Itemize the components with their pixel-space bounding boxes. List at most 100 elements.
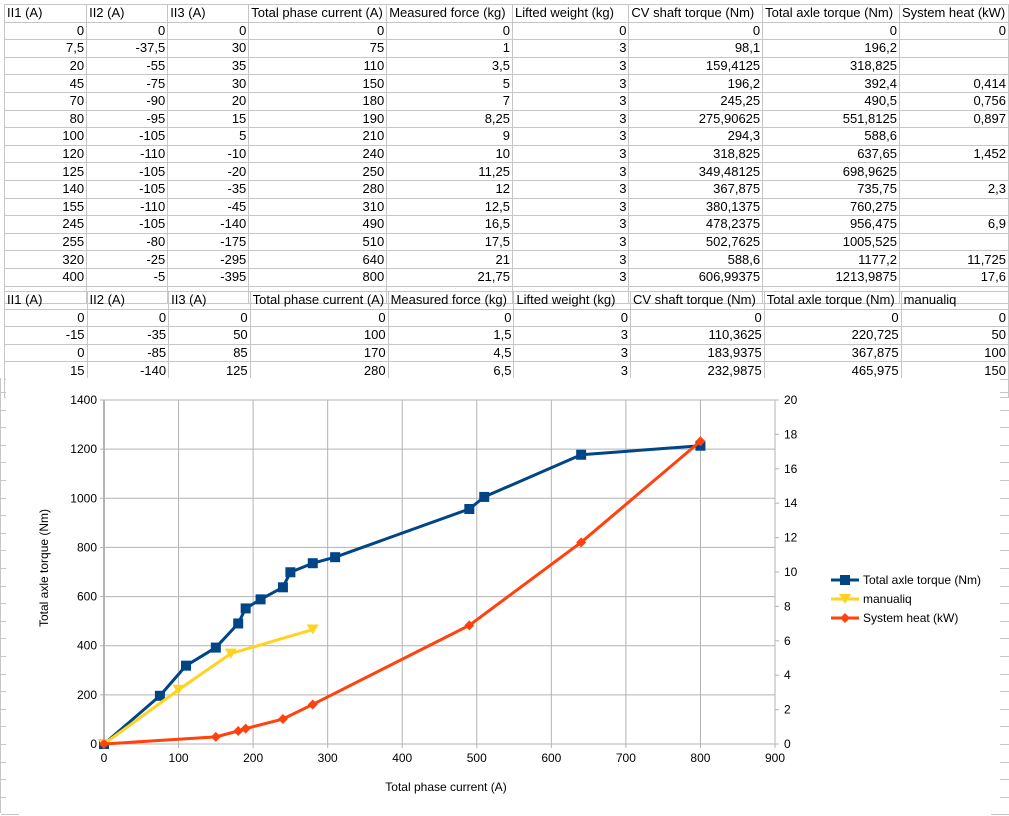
cell[interactable]: 640 (248, 250, 388, 269)
cell[interactable]: 255 (3, 232, 88, 252)
cell[interactable]: 15 (167, 109, 250, 129)
cell[interactable]: 478,2375 (628, 215, 764, 234)
cell[interactable]: 465,975 (763, 361, 902, 380)
column-header[interactable]: II2 (A) (86, 291, 170, 310)
cell[interactable]: 159,4125 (628, 56, 764, 76)
cell[interactable]: 0 (898, 21, 1009, 41)
cell[interactable]: 3 (513, 343, 631, 363)
cell[interactable]: 7,5 (3, 39, 88, 58)
column-header[interactable]: II3 (A) (167, 4, 250, 23)
cell[interactable]: 392,4 (762, 74, 900, 93)
cell[interactable]: 0 (628, 21, 764, 41)
cell[interactable]: 0 (513, 308, 631, 328)
cell[interactable]: 3 (511, 179, 630, 199)
column-header[interactable]: Total axle torque (Nm) (762, 4, 900, 23)
cell[interactable]: 588,6 (762, 127, 900, 146)
cell[interactable]: 16,5 (386, 215, 513, 234)
cell[interactable]: -5 (86, 267, 169, 287)
cell[interactable]: 3 (511, 215, 630, 234)
cell[interactable]: 349,48125 (628, 162, 764, 181)
cell[interactable]: -105 (86, 215, 169, 234)
cell[interactable]: -110 (86, 144, 169, 164)
cell[interactable]: 9 (386, 127, 513, 146)
cell[interactable]: 0 (763, 308, 902, 328)
cell[interactable]: 956,475 (762, 215, 900, 234)
cell[interactable] (898, 56, 1009, 76)
cell[interactable]: 280 (249, 361, 389, 380)
cell[interactable]: 1005,525 (762, 232, 900, 252)
cell[interactable]: 0 (4, 343, 88, 363)
cell[interactable]: -37,5 (86, 39, 169, 58)
cell[interactable]: 3 (511, 39, 630, 58)
cell[interactable]: 17,5 (386, 232, 513, 252)
cell[interactable]: -105 (86, 127, 169, 146)
column-header[interactable]: II1 (A) (4, 291, 88, 310)
column-header[interactable]: Total axle torque (Nm) (763, 291, 902, 310)
cell[interactable]: -105 (86, 162, 169, 181)
cell[interactable]: 280 (248, 179, 388, 199)
column-header[interactable]: Measured force (kg) (386, 4, 513, 23)
cell[interactable]: 3 (511, 232, 630, 252)
cell[interactable]: 1 (386, 39, 513, 58)
cell[interactable]: 698,9625 (762, 162, 900, 181)
cell[interactable]: -55 (86, 56, 169, 76)
cell[interactable]: -140 (86, 361, 170, 380)
cell[interactable]: -95 (86, 109, 169, 129)
cell[interactable]: -20 (167, 162, 250, 181)
cell[interactable]: 0 (386, 21, 513, 41)
cell[interactable]: 551,8125 (762, 109, 900, 129)
cell[interactable]: 0 (248, 21, 388, 41)
cell[interactable]: 12 (386, 179, 513, 199)
cell[interactable]: -105 (86, 179, 169, 199)
cell[interactable]: 1177,2 (762, 250, 900, 269)
cell[interactable]: 20 (3, 56, 88, 76)
cell[interactable]: 275,90625 (628, 109, 764, 129)
cell[interactable]: 6,5 (387, 361, 515, 380)
cell[interactable]: -45 (167, 197, 250, 217)
cell[interactable] (898, 162, 1009, 181)
cell[interactable]: 0 (168, 308, 251, 328)
cell[interactable]: 0,897 (898, 109, 1009, 129)
cell[interactable]: 0 (86, 308, 170, 328)
cell[interactable] (898, 197, 1009, 217)
cell[interactable]: 196,2 (762, 39, 900, 58)
cell[interactable]: 85 (168, 343, 251, 363)
column-header[interactable]: II2 (A) (86, 4, 169, 23)
cell[interactable]: 1,452 (898, 144, 1009, 164)
cell[interactable]: 0 (900, 308, 1009, 328)
cell[interactable]: 12,5 (386, 197, 513, 217)
cell[interactable]: 140 (3, 179, 88, 199)
cell[interactable]: 367,875 (628, 179, 764, 199)
cell[interactable]: 490 (248, 215, 388, 234)
cell[interactable]: 245,25 (628, 91, 764, 111)
cell[interactable]: -35 (86, 326, 170, 345)
chart-object[interactable]: 0 100 200 300 400 500 600 700 800 900 0 200 400 600 8… (6, 378, 1000, 813)
cell[interactable]: 490,5 (762, 91, 900, 111)
cell[interactable]: -395 (167, 267, 250, 287)
cell[interactable]: 0 (511, 21, 630, 41)
column-header[interactable]: Lifted weight (kg) (511, 4, 630, 23)
cell[interactable]: 0 (86, 21, 169, 41)
cell[interactable]: 3 (511, 91, 630, 111)
column-header[interactable]: manualiq (900, 291, 1009, 310)
cell[interactable]: 150 (248, 74, 388, 93)
cell[interactable]: -90 (86, 91, 169, 111)
cell[interactable]: 502,7625 (628, 232, 764, 252)
cell[interactable]: 120 (3, 144, 88, 164)
cell[interactable]: 183,9375 (630, 343, 765, 363)
column-header[interactable]: Measured force (kg) (387, 291, 515, 310)
cell[interactable]: 11,725 (898, 250, 1009, 269)
cell[interactable]: 11,25 (386, 162, 513, 181)
cell[interactable]: 0 (4, 308, 88, 328)
cell[interactable]: 7 (386, 91, 513, 111)
cell[interactable]: 170 (249, 343, 389, 363)
cell[interactable]: 240 (248, 144, 388, 164)
cell[interactable]: 250 (248, 162, 388, 181)
cell[interactable]: 180 (248, 91, 388, 111)
cell[interactable]: -140 (167, 215, 250, 234)
cell[interactable]: 0 (387, 308, 515, 328)
cell[interactable]: 3 (511, 162, 630, 181)
cell[interactable]: 3 (511, 267, 630, 287)
cell[interactable]: -15 (4, 326, 88, 345)
cell[interactable]: 760,275 (762, 197, 900, 217)
